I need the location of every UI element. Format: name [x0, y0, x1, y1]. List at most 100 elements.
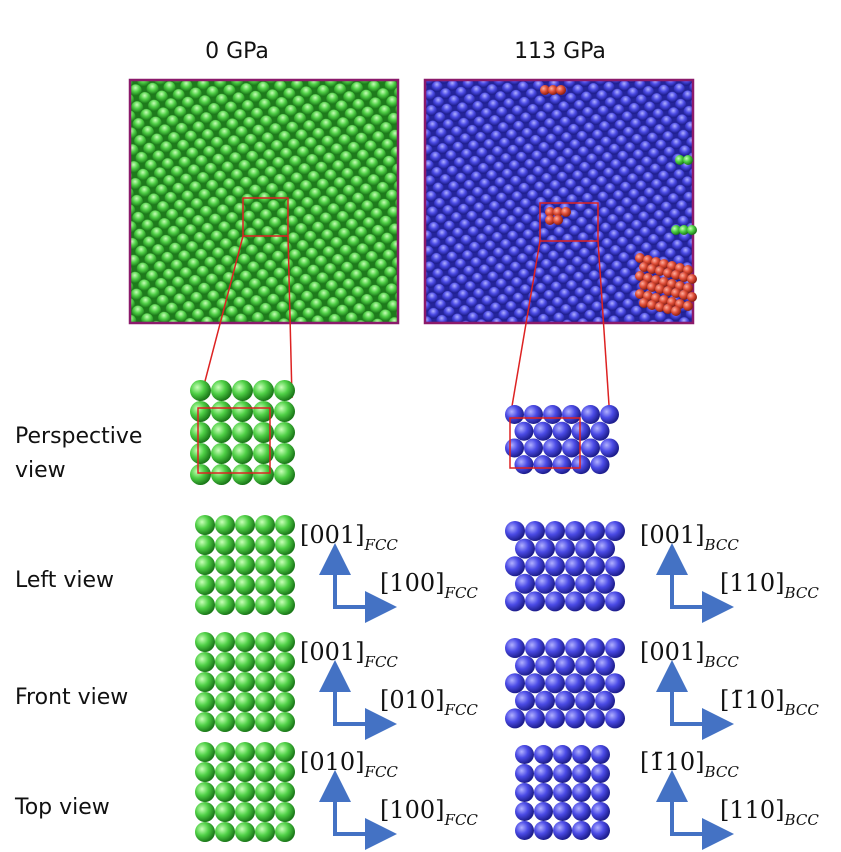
- atom: [275, 742, 295, 762]
- atom: [211, 422, 232, 443]
- atom: [535, 656, 555, 676]
- atom: [591, 764, 610, 783]
- direction-label: [100]FCC: [380, 796, 478, 829]
- atom: [605, 591, 625, 611]
- atom: [687, 292, 697, 302]
- miller-index: [001]: [640, 521, 705, 549]
- atom: [235, 782, 255, 802]
- atom: [545, 591, 565, 611]
- miller-index: [100]: [380, 796, 445, 824]
- atom: [505, 708, 525, 728]
- phase-subscript: FCC: [444, 701, 479, 719]
- atom: [572, 422, 591, 441]
- atom: [255, 762, 275, 782]
- atom: [235, 672, 255, 692]
- row-label: Perspective: [15, 424, 142, 449]
- miller-index: [1̄10]: [720, 686, 785, 714]
- row-label: Left view: [15, 568, 114, 593]
- atom: [215, 595, 235, 615]
- atom: [211, 464, 232, 485]
- atom: [255, 535, 275, 555]
- atom: [565, 556, 585, 576]
- atom: [215, 555, 235, 575]
- atom: [215, 782, 235, 802]
- atom: [215, 712, 235, 732]
- miller-index: [110]: [720, 569, 785, 597]
- atom: [235, 555, 255, 575]
- atom: [275, 652, 295, 672]
- row-label: Top view: [14, 795, 110, 820]
- atom: [255, 802, 275, 822]
- atom: [553, 821, 572, 840]
- atom: [545, 556, 565, 576]
- atom: [253, 443, 274, 464]
- atom: [524, 438, 543, 457]
- atom: [215, 742, 235, 762]
- atom: [232, 401, 253, 422]
- atom: [572, 764, 591, 783]
- atom: [515, 802, 534, 821]
- atom: [687, 274, 697, 284]
- atom: [553, 783, 572, 802]
- atom: [215, 535, 235, 555]
- atom: [525, 673, 545, 693]
- figure-body: 0 GPa 113 GPa Perspective view Left view…: [14, 39, 819, 842]
- direction-label: [001]BCC: [640, 521, 739, 554]
- atom: [195, 575, 215, 595]
- phase-subscript: BCC: [784, 701, 820, 719]
- atom: [687, 225, 697, 235]
- atom: [275, 712, 295, 732]
- atom: [235, 802, 255, 822]
- column-title: 113 GPa: [514, 39, 606, 64]
- atom: [274, 401, 295, 422]
- atom: [545, 673, 565, 693]
- atom: [195, 515, 215, 535]
- atom: [591, 422, 610, 441]
- atom: [211, 380, 232, 401]
- atom: [235, 762, 255, 782]
- atom: [543, 438, 562, 457]
- atom: [215, 575, 235, 595]
- atom: [215, 802, 235, 822]
- atom: [275, 515, 295, 535]
- direction-label: [1̄10]BCC: [720, 686, 819, 719]
- atom: [515, 745, 534, 764]
- atom: [275, 535, 295, 555]
- atom: [515, 455, 534, 474]
- atom: [595, 539, 615, 559]
- atom: [683, 301, 693, 311]
- phase-subscript: FCC: [364, 536, 399, 554]
- atom: [255, 692, 275, 712]
- atom: [525, 556, 545, 576]
- phase-subscript: FCC: [444, 811, 479, 829]
- atom: [275, 672, 295, 692]
- atom: [255, 672, 275, 692]
- atom: [543, 405, 562, 424]
- atom: [575, 656, 595, 676]
- atom: [515, 691, 535, 711]
- atom: [535, 539, 555, 559]
- atom: [275, 595, 295, 615]
- atom: [195, 672, 215, 692]
- atom: [553, 215, 563, 225]
- atom: [215, 632, 235, 652]
- atom: [515, 422, 534, 441]
- atom: [595, 574, 615, 594]
- atom: [275, 782, 295, 802]
- atom: [274, 380, 295, 401]
- atom: [255, 575, 275, 595]
- atom: [534, 821, 553, 840]
- atom: [535, 691, 555, 711]
- atom: [545, 638, 565, 658]
- miller-index: [110]: [720, 796, 785, 824]
- phase-subscript: FCC: [444, 584, 479, 602]
- atom: [565, 591, 585, 611]
- atom: [565, 638, 585, 658]
- atom: [515, 574, 535, 594]
- atom: [195, 535, 215, 555]
- atom: [235, 515, 255, 535]
- atom: [211, 443, 232, 464]
- atom: [235, 575, 255, 595]
- atom: [275, 632, 295, 652]
- atom: [505, 405, 524, 424]
